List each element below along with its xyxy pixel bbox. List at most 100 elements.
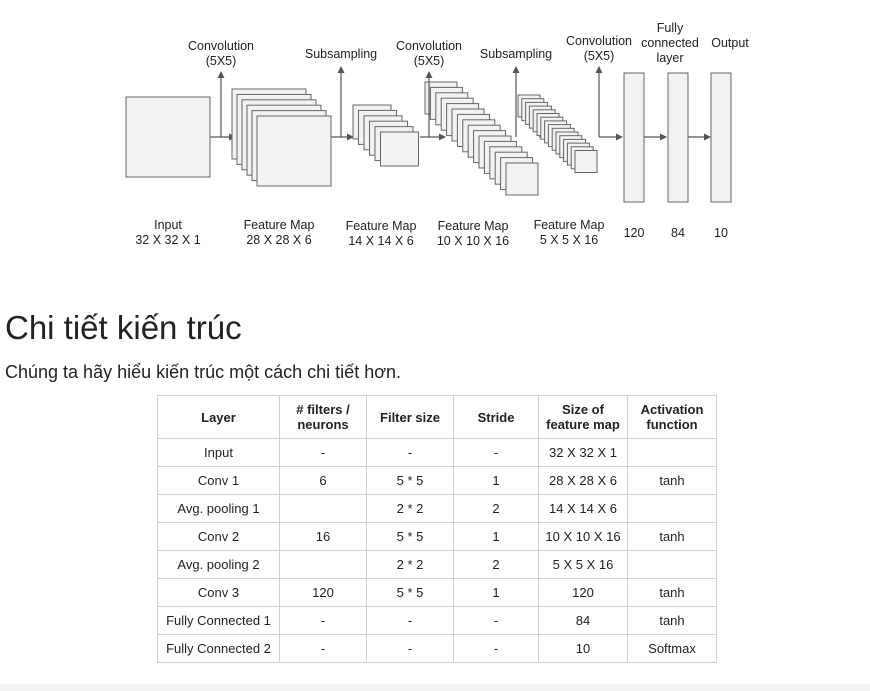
cell-filters: 6	[279, 466, 367, 495]
label-input-size: 32 X 32 X 1	[135, 233, 200, 247]
table-row: Conv 2 16 5 * 5 1 10 X 10 X 16 tanh	[157, 522, 717, 551]
label-feature-map-4: Feature Map	[534, 218, 605, 232]
cell-filters: -	[279, 606, 367, 635]
output-10-bar	[710, 72, 732, 203]
label-size-10: 10	[714, 226, 728, 240]
label-feature-map-1: Feature Map	[244, 218, 315, 232]
label-size-84: 84	[671, 226, 685, 240]
label-fully-connected-3: layer	[656, 51, 683, 65]
header-feature-map-size: Size of feature map	[538, 395, 628, 439]
cell-activation	[627, 550, 717, 579]
cell-stride: -	[453, 634, 539, 663]
header-filters-neurons: # filters / neurons	[279, 395, 367, 439]
cell-feature-map-size: 120	[538, 578, 628, 607]
header-filter-size: Filter size	[366, 395, 454, 439]
label-convolution-2-kernel: (5X5)	[414, 54, 445, 68]
cell-filters: -	[279, 438, 367, 467]
cell-activation: tanh	[627, 578, 717, 607]
header-stride: Stride	[453, 395, 539, 439]
label-feature-map-1-size: 28 X 28 X 6	[246, 233, 311, 247]
cell-feature-map-size: 10 X 10 X 16	[538, 522, 628, 551]
cell-stride: 1	[453, 522, 539, 551]
fc-120-bar	[623, 72, 645, 203]
feature-map-1-layer	[256, 115, 332, 187]
label-convolution-3: Convolution	[566, 34, 632, 48]
cell-feature-map-size: 5 X 5 X 16	[538, 550, 628, 579]
cell-filter-size: 5 * 5	[366, 522, 454, 551]
cell-stride: 1	[453, 466, 539, 495]
cell-stride: -	[453, 438, 539, 467]
label-feature-map-2-size: 14 X 14 X 6	[348, 234, 413, 248]
cell-layer: Fully Connected 2	[157, 634, 280, 663]
cell-filter-size: 2 * 2	[366, 494, 454, 523]
cell-activation: tanh	[627, 522, 717, 551]
label-convolution-2: Convolution	[396, 39, 462, 53]
cell-filters	[279, 494, 367, 523]
cell-activation	[627, 494, 717, 523]
table-row: Fully Connected 2- - -10 Softmax	[157, 634, 717, 663]
cell-feature-map-size: 32 X 32 X 1	[538, 438, 628, 467]
cell-filter-size: 5 * 5	[366, 466, 454, 495]
cell-filters: 16	[279, 522, 367, 551]
cell-stride: 2	[453, 494, 539, 523]
cell-filter-size: 5 * 5	[366, 578, 454, 607]
label-fully-connected-2: connected	[641, 36, 699, 50]
architecture-table: Layer # filters / neurons Filter size St…	[157, 395, 717, 663]
label-size-120: 120	[624, 226, 645, 240]
cell-stride: -	[453, 606, 539, 635]
label-output: Output	[711, 36, 749, 50]
label-subsampling-1: Subsampling	[305, 47, 377, 61]
cell-feature-map-size: 14 X 14 X 6	[538, 494, 628, 523]
label-convolution-1: Convolution	[188, 39, 254, 53]
label-fully-connected-1: Fully	[657, 21, 684, 35]
table-row: Avg. pooling 1 2 * 2 2 14 X 14 X 6	[157, 494, 717, 523]
cell-layer: Avg. pooling 1	[157, 494, 280, 523]
feature-map-4-layer	[574, 150, 598, 173]
lenet-architecture-diagram: Convolution (5X5) Subsampling Convolutio…	[125, 21, 749, 248]
cell-stride: 1	[453, 578, 539, 607]
cell-layer: Conv 1	[157, 466, 280, 495]
fc-84-bar	[667, 72, 689, 203]
label-convolution-1-kernel: (5X5)	[206, 54, 237, 68]
cell-layer: Conv 3	[157, 578, 280, 607]
label-subsampling-2: Subsampling	[480, 47, 552, 61]
table-row: Fully Connected 1- - -84 tanh	[157, 606, 717, 635]
table-row: Input - - -32 X 32 X 1	[157, 438, 717, 467]
cell-filter-size: -	[366, 606, 454, 635]
cell-filters: -	[279, 634, 367, 663]
input-image-box	[125, 96, 211, 178]
cell-activation: tanh	[627, 466, 717, 495]
cell-layer: Avg. pooling 2	[157, 550, 280, 579]
table-header-row: Layer # filters / neurons Filter size St…	[157, 395, 717, 439]
cell-filter-size: -	[366, 438, 454, 467]
label-convolution-3-kernel: (5X5)	[584, 49, 615, 63]
feature-map-3-layer	[505, 162, 539, 196]
cell-activation: tanh	[627, 606, 717, 635]
cell-layer: Conv 2	[157, 522, 280, 551]
cell-feature-map-size: 28 X 28 X 6	[538, 466, 628, 495]
cell-layer: Input	[157, 438, 280, 467]
cell-feature-map-size: 84	[538, 606, 628, 635]
feature-map-2-layer	[380, 131, 419, 167]
intro-paragraph: Chúng ta hãy hiểu kiến trúc một cách chi…	[5, 362, 402, 382]
cell-stride: 2	[453, 550, 539, 579]
label-input: Input	[154, 218, 182, 232]
cell-filters: 120	[279, 578, 367, 607]
header-layer: Layer	[157, 395, 280, 439]
page-bottom-bar	[0, 684, 870, 691]
cell-activation: Softmax	[627, 634, 717, 663]
cell-layer: Fully Connected 1	[157, 606, 280, 635]
cell-activation	[627, 438, 717, 467]
cell-filters	[279, 550, 367, 579]
table-row: Conv 3 120 5 * 5 1 120 tanh	[157, 578, 717, 607]
label-feature-map-2: Feature Map	[346, 219, 417, 233]
label-feature-map-3-size: 10 X 10 X 16	[437, 234, 509, 248]
cell-feature-map-size: 10	[538, 634, 628, 663]
cell-filter-size: 2 * 2	[366, 550, 454, 579]
label-feature-map-3: Feature Map	[438, 219, 509, 233]
section-heading: Chi tiết kiến trúc	[5, 309, 242, 346]
header-activation-function: Activation function	[627, 395, 717, 439]
label-feature-map-4-size: 5 X 5 X 16	[540, 233, 598, 247]
